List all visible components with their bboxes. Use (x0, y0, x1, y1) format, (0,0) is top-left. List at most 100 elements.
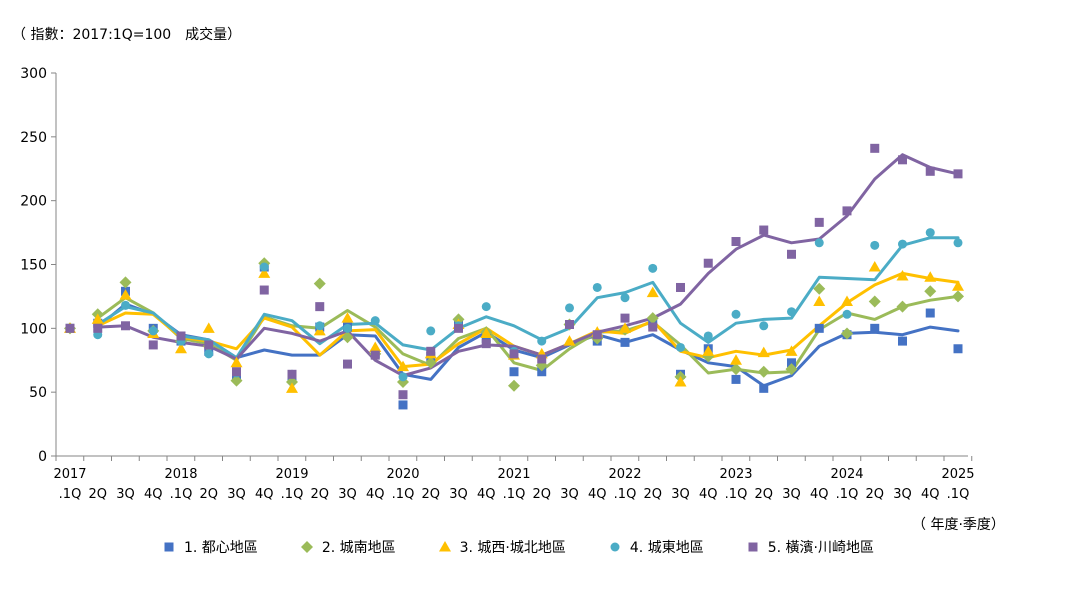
x-quarter-label: .1Q (725, 487, 748, 502)
x-quarter-label: 2Q (643, 487, 662, 502)
legend-item-1: 1. 都心地區 (160, 537, 258, 557)
data-point-series-3 (480, 327, 493, 338)
x-year-label: 2018 (164, 467, 197, 482)
data-point-series-5 (787, 249, 796, 259)
data-point-series-5 (703, 258, 713, 268)
data-point-series-4 (121, 300, 130, 310)
x-quarter-label: 3Q (116, 487, 135, 502)
data-point-series-1 (481, 334, 491, 344)
data-point-series-5 (509, 349, 519, 359)
data-point-series-5 (925, 166, 935, 176)
data-point-series-3 (286, 382, 298, 393)
data-markers (64, 143, 964, 410)
data-point-series-1 (398, 400, 408, 410)
legend-marker-icon (298, 540, 316, 554)
legend-marker-icon (606, 540, 624, 554)
x-quarter-label: 4Q (921, 487, 940, 502)
data-point-series-5 (870, 143, 880, 153)
x-quarter-label: 2Q (421, 487, 440, 502)
data-point-series-3 (119, 289, 132, 300)
data-point-series-5 (232, 367, 241, 377)
data-point-series-4 (398, 372, 408, 382)
x-quarter-label: 3Q (227, 487, 246, 502)
data-point-series-4 (537, 336, 547, 346)
data-point-series-2 (813, 282, 826, 295)
data-point-series-1 (898, 336, 907, 346)
data-point-series-3 (369, 341, 382, 352)
data-point-series-2 (313, 277, 326, 290)
trend-lines (96, 153, 960, 388)
data-point-series-4 (481, 302, 491, 312)
data-point-series-4 (703, 331, 713, 341)
data-point-series-4 (898, 239, 907, 249)
y-tick-label: 250 (20, 130, 47, 146)
data-point-series-4 (204, 349, 214, 359)
data-point-series-5 (65, 323, 75, 333)
data-point-series-4 (759, 321, 769, 331)
data-point-series-2 (424, 356, 437, 369)
data-point-series-4 (870, 240, 880, 250)
x-quarter-label: .1Q (614, 487, 637, 502)
x-year-label: 2022 (608, 467, 641, 482)
data-point-series-3 (674, 375, 687, 387)
data-point-series-4 (731, 309, 741, 319)
legend-label: 4. 城東地區 (629, 540, 704, 556)
x-quarter-label: 3Q (560, 487, 579, 502)
trend-line-5 (96, 153, 960, 378)
x-quarter-label: 4Q (144, 487, 163, 502)
data-point-series-5 (370, 350, 380, 360)
data-point-series-3 (868, 261, 881, 272)
data-point-series-3 (702, 345, 715, 356)
data-point-series-1 (537, 367, 547, 377)
data-point-series-1 (870, 323, 880, 333)
legend-marker-shape (610, 542, 620, 552)
legend: 1. 都心地區 2. 城南地區 3. 城西·城北地區 4. 城東地區 5. 橫濱·川崎地… (160, 537, 914, 557)
x-axis: 2017 2018 2019 2020 2021 2022 2023 2024 2025 .1Q 2… (53, 455, 975, 502)
data-point-series-5 (121, 321, 130, 331)
legend-label: 1. 都心地區 (184, 540, 258, 556)
x-quarter-label: .1Q (59, 487, 82, 502)
data-point-series-2 (924, 285, 937, 298)
data-point-series-1 (509, 367, 519, 377)
trend-line-2 (96, 294, 960, 375)
period-label: （ 年度·季度） (912, 517, 1005, 533)
x-quarter-label: 3Q (338, 487, 357, 502)
x-year-label: 2020 (386, 467, 419, 482)
data-point-series-2 (952, 290, 964, 303)
y-axis: 0 50 100 150 200 250 300 (20, 66, 57, 465)
data-point-series-2 (785, 363, 798, 376)
data-point-series-3 (730, 354, 742, 365)
data-point-series-2 (841, 327, 853, 340)
x-quarter-label: 4Q (588, 487, 607, 502)
data-point-series-5 (204, 340, 214, 350)
x-year-label: 2024 (830, 467, 863, 482)
data-point-series-2 (230, 374, 243, 387)
data-point-series-3 (896, 269, 909, 281)
legend-marker-shape (300, 541, 313, 553)
y-tick-label: 150 (20, 258, 47, 274)
x-quarter-label: 3Q (893, 487, 912, 502)
data-point-series-5 (287, 369, 297, 379)
data-point-series-5 (648, 322, 658, 332)
x-quarter-label: .1Q (836, 487, 859, 502)
data-point-series-5 (731, 237, 741, 247)
y-tick-label: 100 (20, 321, 47, 337)
data-point-series-3 (175, 342, 187, 354)
x-quarter-label: 3Q (671, 487, 690, 502)
x-quarter-label: .1Q (503, 487, 526, 502)
data-point-series-4 (814, 238, 824, 248)
x-year-label: 2019 (275, 467, 308, 482)
data-point-series-3 (841, 295, 853, 307)
data-point-series-5 (176, 331, 186, 341)
x-year-label: 2025 (941, 467, 974, 482)
data-point-series-3 (646, 286, 659, 298)
legend-marker-icon (436, 540, 454, 554)
data-point-series-2 (896, 300, 909, 313)
data-point-series-3 (924, 271, 937, 282)
legend-label: 2. 城南地區 (321, 540, 396, 556)
data-point-series-3 (813, 295, 826, 307)
data-point-series-3 (258, 267, 271, 278)
x-year-label: 2017 (53, 467, 86, 482)
data-point-series-4 (925, 228, 935, 238)
data-point-series-3 (619, 322, 631, 333)
